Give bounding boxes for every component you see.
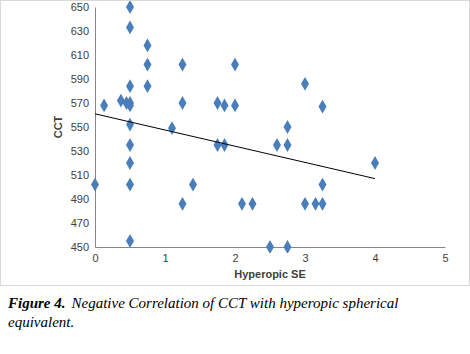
x-tick-label: 1 — [162, 252, 168, 264]
point — [301, 77, 309, 91]
point — [231, 98, 239, 112]
point — [214, 96, 222, 110]
point — [301, 197, 309, 211]
point — [371, 156, 379, 170]
y-tick-label: 610 — [71, 49, 89, 61]
y-tick: 490 — [71, 193, 95, 205]
point — [126, 79, 134, 93]
y-tick-label: 530 — [71, 145, 89, 157]
y-tick: 650 — [71, 1, 95, 13]
y-tick: 530 — [71, 145, 95, 157]
x-tick: 5 — [442, 247, 448, 264]
point — [319, 197, 327, 211]
point — [249, 197, 257, 211]
point — [144, 58, 152, 72]
y-tick-label: 630 — [71, 25, 89, 37]
point — [100, 98, 108, 112]
point — [168, 121, 176, 135]
y-tick: 550 — [71, 121, 95, 133]
point — [266, 240, 274, 253]
x-tick: 0 — [92, 247, 98, 264]
point — [284, 120, 292, 134]
caption-label: Figure 4. — [8, 295, 66, 311]
point — [179, 197, 187, 211]
x-tick-label: 5 — [442, 252, 448, 264]
point — [179, 96, 187, 110]
chart-frame — [1, 1, 470, 286]
point — [91, 178, 99, 192]
caption: Figure 4.Negative Correlation of CCT wit… — [8, 294, 448, 332]
point — [126, 156, 134, 170]
point — [238, 197, 246, 211]
point — [126, 138, 134, 152]
x-tick: 4 — [372, 247, 378, 264]
y-tick: 590 — [71, 73, 95, 85]
y-axis: 450 470 490 510 530 550 570 590 610 630 650 — [71, 1, 96, 253]
point — [126, 20, 134, 34]
point — [319, 178, 327, 192]
point — [126, 178, 134, 192]
y-tick-label: 510 — [71, 169, 89, 181]
y-tick-label: 650 — [71, 1, 89, 13]
point — [214, 138, 222, 152]
point — [284, 138, 292, 152]
point — [144, 38, 152, 52]
point — [179, 58, 187, 72]
x-tick: 1 — [162, 247, 168, 264]
point — [273, 138, 281, 152]
y-tick: 450 — [71, 241, 95, 253]
point — [126, 98, 134, 112]
y-tick-label: 450 — [71, 241, 89, 253]
point — [117, 94, 125, 108]
y-axis-line — [95, 8, 96, 248]
point — [144, 79, 152, 93]
point — [284, 240, 292, 253]
caption-text: Negative Correlation of CCT with hyperop… — [8, 295, 398, 330]
y-tick-label: 590 — [71, 73, 89, 85]
y-tick-label: 470 — [71, 217, 89, 229]
point — [126, 1, 134, 14]
y-tick: 630 — [71, 25, 95, 37]
x-tick-label: 0 — [92, 252, 98, 264]
x-tick: 3 — [302, 247, 308, 264]
x-tick-label: 2 — [232, 252, 238, 264]
y-tick: 470 — [71, 217, 95, 229]
y-tick-label: 490 — [71, 193, 89, 205]
point — [221, 138, 229, 152]
point — [126, 118, 134, 132]
point — [126, 234, 134, 248]
point — [189, 178, 197, 192]
x-tick: 2 — [232, 247, 238, 264]
y-tick-label: 550 — [71, 121, 89, 133]
point — [319, 100, 327, 114]
y-axis-title: CCT — [52, 115, 64, 138]
trendline — [95, 114, 375, 179]
y-tick: 610 — [71, 49, 95, 61]
point — [231, 58, 239, 72]
y-tick-label: 570 — [71, 97, 89, 109]
x-tick-label: 3 — [302, 252, 308, 264]
point — [312, 197, 320, 211]
y-tick: 510 — [71, 169, 95, 181]
plot-area — [91, 1, 379, 253]
x-tick-label: 4 — [372, 252, 378, 264]
x-axis-title: Hyperopic SE — [234, 268, 306, 280]
y-tick: 570 — [71, 97, 95, 109]
point — [221, 98, 229, 112]
